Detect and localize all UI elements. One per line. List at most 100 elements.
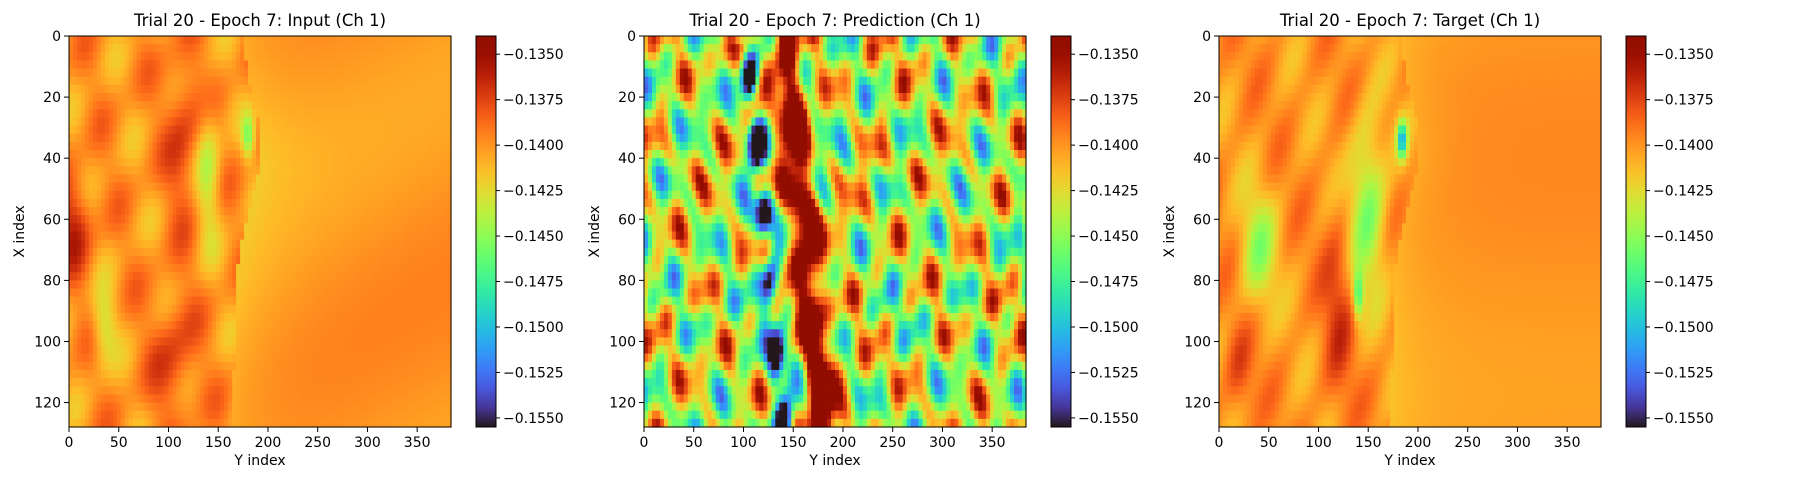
heatmap-cell bbox=[252, 345, 257, 355]
heatmap-cell bbox=[375, 133, 380, 143]
heatmap-cell bbox=[391, 174, 396, 184]
heatmap-cell bbox=[355, 158, 361, 167]
heatmap-cell bbox=[72, 378, 78, 387]
heatmap-cell bbox=[248, 337, 253, 347]
heatmap-cell bbox=[164, 272, 170, 281]
heatmap-cell bbox=[299, 280, 305, 290]
heatmap-cell bbox=[383, 182, 388, 192]
heatmap-cell bbox=[112, 402, 118, 412]
heatmap-cell bbox=[152, 109, 158, 119]
heatmap-cell bbox=[263, 215, 269, 224]
heatmap-cell bbox=[283, 93, 289, 102]
heatmap-cell bbox=[755, 44, 760, 53]
heatmap-cell bbox=[152, 280, 158, 290]
heatmap-cell bbox=[399, 36, 404, 45]
heatmap-cell bbox=[244, 329, 249, 338]
heatmap-cell bbox=[339, 84, 345, 94]
heatmap-cell bbox=[152, 247, 158, 257]
heatmap-cell bbox=[220, 174, 225, 184]
heatmap-cell bbox=[248, 207, 253, 216]
heatmap-cell bbox=[411, 394, 416, 404]
heatmap-cell bbox=[323, 329, 329, 338]
heatmap-cell bbox=[327, 369, 333, 379]
heatmap-cell bbox=[92, 280, 98, 290]
heatmap-cell bbox=[407, 272, 412, 281]
heatmap-cell bbox=[168, 402, 174, 412]
heatmap-cell bbox=[236, 125, 241, 135]
heatmap-cell bbox=[399, 239, 404, 249]
heatmap-cell bbox=[435, 288, 440, 298]
heatmap-cell bbox=[307, 109, 313, 119]
heatmap-cell bbox=[403, 141, 408, 151]
heatmap-cell bbox=[291, 101, 297, 110]
heatmap-cell bbox=[263, 361, 269, 371]
heatmap-cell bbox=[443, 353, 448, 363]
heatmap-cell bbox=[144, 410, 150, 420]
heatmap-cell bbox=[363, 76, 369, 86]
heatmap-cell bbox=[240, 402, 245, 412]
heatmap-cell bbox=[427, 394, 432, 404]
heatmap-cell bbox=[160, 76, 166, 86]
heatmap-cell bbox=[144, 125, 150, 135]
heatmap-cell bbox=[683, 60, 689, 70]
heatmap-cell bbox=[192, 223, 197, 233]
heatmap-cell bbox=[168, 369, 174, 379]
heatmap-cell bbox=[108, 101, 114, 110]
heatmap-cell bbox=[212, 158, 217, 167]
heatmap-cell bbox=[391, 304, 396, 314]
heatmap-cell bbox=[367, 223, 373, 233]
heatmap-cell bbox=[375, 321, 380, 330]
heatmap-cell bbox=[1022, 52, 1027, 62]
heatmap-cell bbox=[72, 312, 78, 322]
heatmap-cell bbox=[252, 133, 257, 143]
heatmap-cell bbox=[76, 402, 82, 412]
heatmap-cell bbox=[200, 402, 205, 412]
heatmap-cell bbox=[88, 337, 94, 347]
heatmap-cell bbox=[200, 223, 205, 233]
heatmap-cell bbox=[120, 182, 126, 192]
heatmap-cell bbox=[351, 125, 357, 135]
heatmap-cell bbox=[367, 264, 373, 273]
heatmap-cell bbox=[379, 353, 384, 363]
heatmap-cell bbox=[287, 68, 293, 78]
heatmap-cell bbox=[419, 109, 424, 119]
heatmap-cell bbox=[443, 410, 448, 420]
heatmap-cell bbox=[188, 125, 193, 135]
heatmap-cell bbox=[180, 68, 185, 78]
heatmap-cell bbox=[387, 353, 392, 363]
heatmap-cell bbox=[419, 207, 424, 216]
heatmap-cell bbox=[379, 223, 384, 233]
heatmap-cell bbox=[647, 52, 653, 62]
heatmap-cell bbox=[443, 378, 448, 387]
heatmap-cell bbox=[367, 141, 373, 151]
heatmap-cell bbox=[152, 394, 158, 404]
heatmap-cell bbox=[415, 158, 420, 167]
heatmap-cell bbox=[427, 207, 432, 216]
heatmap-cell bbox=[399, 174, 404, 184]
heatmap-cell bbox=[339, 386, 345, 396]
heatmap-cell bbox=[299, 231, 305, 241]
heatmap-cell bbox=[307, 60, 313, 70]
heatmap-cell bbox=[679, 36, 685, 45]
heatmap-cell bbox=[675, 52, 681, 62]
heatmap-cell bbox=[423, 272, 428, 281]
heatmap-cell bbox=[260, 378, 265, 387]
heatmap-cell bbox=[112, 109, 118, 119]
heatmap-cell bbox=[236, 101, 241, 110]
heatmap-cell bbox=[108, 402, 114, 412]
heatmap-cell bbox=[1002, 36, 1007, 45]
heatmap-cell bbox=[228, 223, 233, 233]
heatmap-cell bbox=[144, 378, 150, 387]
heatmap-cell bbox=[224, 52, 229, 62]
heatmap-cell bbox=[184, 304, 189, 314]
heatmap-cell bbox=[196, 198, 201, 208]
heatmap-cell bbox=[196, 101, 201, 110]
heatmap-cell bbox=[659, 36, 665, 45]
heatmap-cell bbox=[679, 52, 685, 62]
heatmap-cell bbox=[435, 337, 440, 347]
heatmap-cell bbox=[339, 109, 345, 119]
heatmap-cell bbox=[439, 239, 444, 249]
heatmap-cell bbox=[216, 410, 221, 420]
heatmap-cell bbox=[180, 109, 185, 119]
heatmap-cell bbox=[172, 378, 178, 387]
